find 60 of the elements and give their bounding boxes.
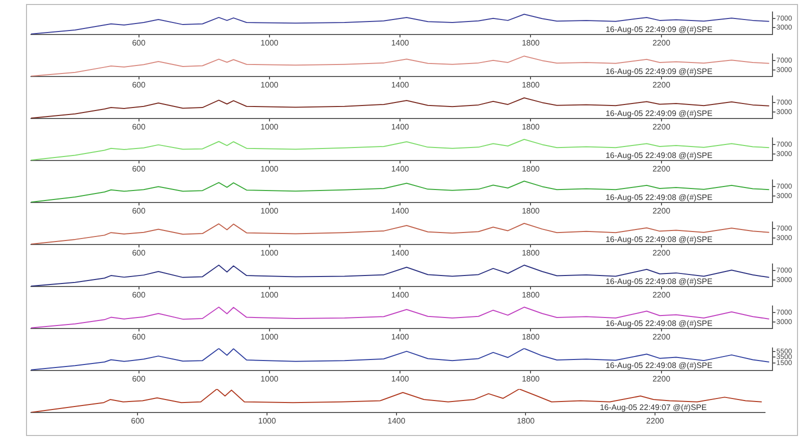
x-tick-label: 2200 (652, 290, 671, 300)
x-tick-label: 1000 (260, 164, 279, 174)
x-tick-label: 1800 (522, 290, 540, 300)
x-tick-label: 1400 (391, 206, 410, 216)
x-tick-label: 1000 (260, 206, 279, 216)
x-tick-label: 1000 (258, 416, 276, 426)
x-tick-label: 600 (132, 122, 146, 132)
x-tick-label: 1000 (260, 332, 279, 342)
x-tick-label: 2200 (652, 248, 671, 258)
x-tick-label: 1800 (522, 374, 540, 384)
x-tick-label: 1800 (522, 248, 540, 258)
x-tick-label: 1000 (260, 374, 279, 384)
annotation: 16-Aug-05 22:49:08 @(#)SPE (606, 277, 712, 286)
x-tick-label: 1800 (522, 80, 540, 90)
x-tick-label: 600 (132, 80, 146, 90)
x-tick-label: 1000 (260, 122, 279, 132)
x-tick-label: 1800 (516, 416, 536, 426)
annotation: 16-Aug-05 22:49:09 @(#)SPE (606, 109, 712, 118)
x-tick-label: 2200 (652, 332, 671, 342)
x-tick-label: 1400 (391, 164, 410, 174)
x-tick-label: 2200 (652, 80, 671, 90)
x-tick-label: 600 (132, 38, 146, 48)
x-tick-label: 600 (132, 164, 146, 174)
x-tick-label: 1800 (522, 38, 540, 48)
x-tick-label: 1400 (391, 80, 410, 90)
x-tick-label: 1400 (391, 332, 410, 342)
x-tick-label: 1800 (522, 122, 540, 132)
annotation: 16-Aug-05 22:49:08 @(#)SPE (606, 319, 712, 328)
x-tick-label: 1400 (391, 374, 410, 384)
x-tick-label: 1400 (391, 290, 410, 300)
x-tick-label: 1800 (522, 206, 540, 216)
annotation: 16-Aug-05 22:49:09 @(#)SPE (606, 25, 712, 34)
x-tick-label: 600 (132, 206, 146, 216)
annotation: 16-Aug-05 22:49:08 @(#)SPE (606, 193, 712, 202)
x-tick-label: 1000 (260, 80, 279, 90)
x-tick-label: 1400 (391, 122, 410, 132)
x-tick-label: 1800 (522, 164, 540, 174)
x-tick-label: 1000 (260, 290, 279, 300)
x-tick-label: 2200 (652, 122, 671, 132)
x-tick-label: 2200 (652, 206, 671, 216)
x-tick-label: 2200 (646, 416, 665, 426)
x-tick-label: 1400 (387, 416, 406, 426)
annotation: 16-Aug-05 22:49:08 @(#)SPE (606, 361, 712, 370)
x-tick-label: 1800 (522, 332, 540, 342)
x-tick-label: 2200 (652, 374, 671, 384)
x-tick-label: 2200 (652, 38, 671, 48)
x-tick-label: 1000 (260, 38, 279, 48)
x-tick-label: 600 (131, 416, 145, 426)
x-tick-label: 600 (132, 290, 146, 300)
annotation: 16-Aug-05 22:49:08 @(#)SPE (606, 151, 712, 160)
annotation: 16-Aug-05 22:49:07 @(#)SPE (600, 402, 707, 412)
x-tick-label: 2200 (652, 164, 671, 174)
x-tick-label: 1000 (260, 248, 279, 258)
annotation: 16-Aug-05 22:49:09 @(#)SPE (606, 67, 712, 76)
x-tick-label: 1400 (391, 38, 410, 48)
x-tick-label: 1400 (391, 248, 410, 258)
annotation: 16-Aug-05 22:49:08 @(#)SPE (606, 235, 712, 244)
x-tick-label: 600 (132, 332, 146, 342)
x-tick-label: 600 (132, 248, 146, 258)
x-tick-label: 600 (132, 374, 146, 384)
